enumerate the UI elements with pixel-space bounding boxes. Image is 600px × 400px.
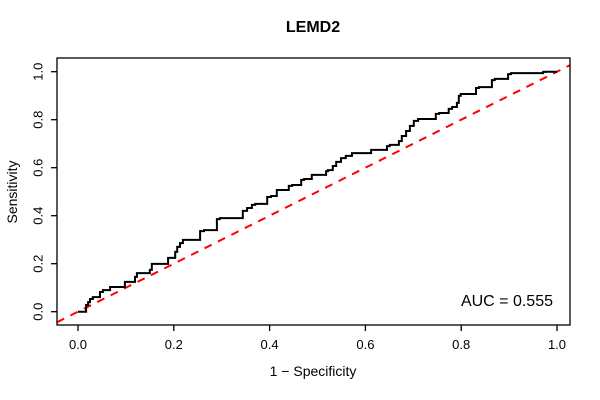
- y-tick-label: 0.8: [31, 111, 46, 129]
- plot-border: [56, 57, 571, 326]
- y-tick-label: 0.0: [31, 303, 46, 321]
- y-tick-label: 0.6: [31, 159, 46, 177]
- roc-curve: [78, 70, 557, 313]
- x-tick-label: 0.8: [452, 337, 470, 352]
- chance-diagonal-line: [56, 64, 571, 324]
- y-tick-label: 0.4: [31, 207, 46, 225]
- y-axis-label: Sensitivity: [4, 160, 20, 224]
- x-tick-label: 1.0: [548, 337, 566, 352]
- x-tick-label: 0.6: [356, 337, 374, 352]
- x-tick-label: 0.0: [69, 337, 87, 352]
- y-tick-label: 0.2: [31, 255, 46, 273]
- auc-annotation: AUC = 0.555: [460, 293, 553, 310]
- x-axis-label: 1 − Specificity: [269, 363, 357, 379]
- x-tick-label: 0.4: [261, 337, 279, 352]
- chart-title: LEMD2: [285, 19, 341, 36]
- x-tick-label: 0.2: [165, 337, 183, 352]
- y-tick-label: 1.0: [31, 63, 46, 81]
